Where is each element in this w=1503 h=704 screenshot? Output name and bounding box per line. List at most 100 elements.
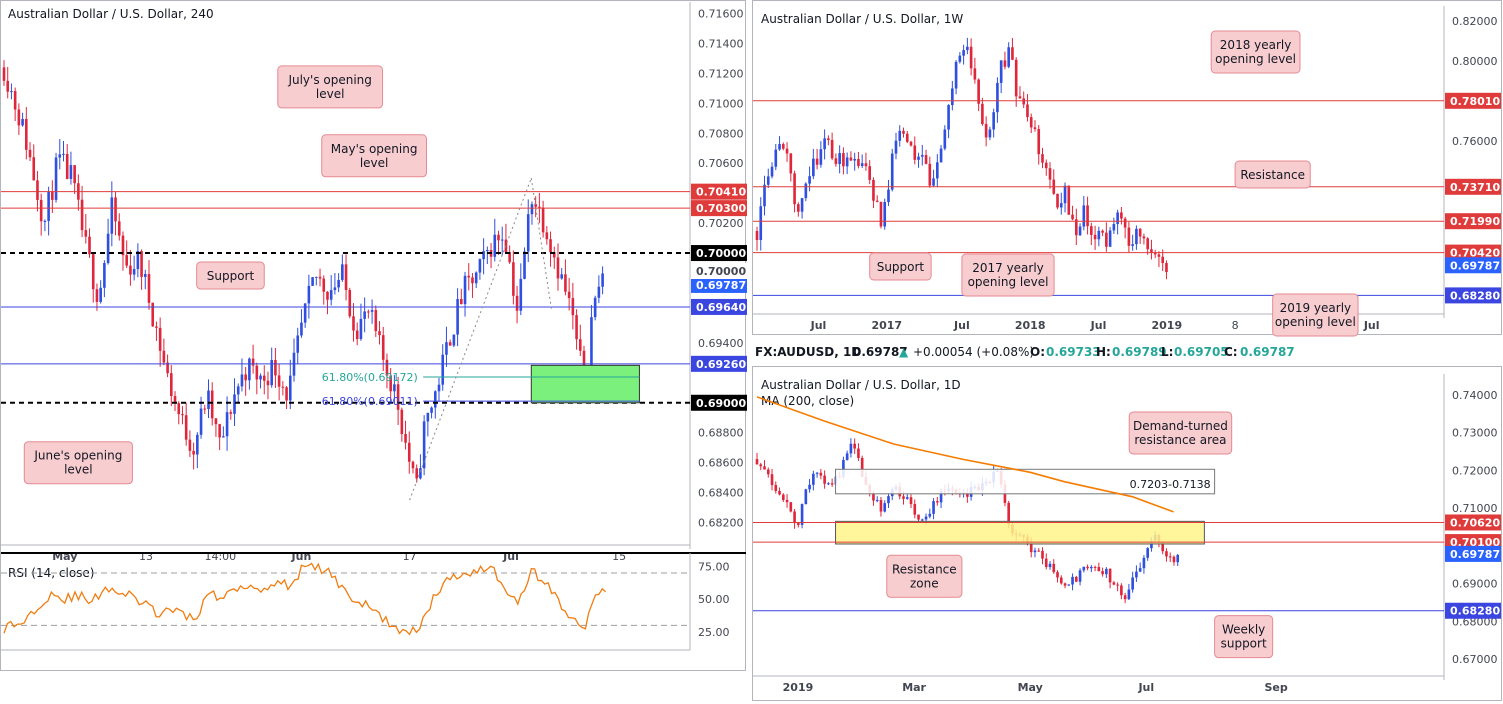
w1-level-label: 0.68280 <box>1450 289 1500 302</box>
w1-candle-body <box>1048 168 1052 180</box>
w1-title: Australian Dollar / U.S. Dollar, 1W <box>761 12 963 26</box>
d1-candle-body <box>778 490 781 495</box>
w1-level-label-bg <box>1445 178 1501 195</box>
d1-candle-body <box>1138 568 1142 572</box>
h4-candle-body <box>393 384 396 392</box>
h4-price-tick: 0.71200 <box>698 67 744 80</box>
h4-candle-body <box>567 291 571 299</box>
quote-arrow: ▲ <box>899 345 909 359</box>
d1-level-label-bg <box>1445 602 1501 619</box>
h4-candle-body <box>25 118 28 150</box>
h4-candle-body <box>54 157 58 200</box>
w1-candle-body <box>1037 129 1041 155</box>
d1-callout-box <box>1128 411 1233 455</box>
w1-time-tick: Jul <box>810 319 827 332</box>
h4-candle-body <box>385 359 389 376</box>
h4-price-tick: 0.69400 <box>698 337 744 350</box>
d1-callout-text: support <box>1221 637 1267 651</box>
h4-candle-body <box>452 334 456 346</box>
h4-candle-body <box>341 264 344 280</box>
d1-candle-body <box>800 504 804 525</box>
h4-candle-body <box>478 259 482 273</box>
d1-candle-body <box>860 457 864 478</box>
h4-candle-body <box>448 342 452 346</box>
h4-candle-body <box>21 118 24 126</box>
w1-callout-box <box>1272 293 1359 337</box>
h4-level-label-bg <box>691 394 747 411</box>
w1-callout-text: opening level <box>1215 52 1296 66</box>
w1-candle-body <box>868 166 872 180</box>
w1-candle-body <box>789 153 793 174</box>
d1-candle-body <box>1101 571 1104 575</box>
d1-candle-body <box>849 443 853 454</box>
w1-candle-body <box>1116 212 1119 225</box>
h4-candle-body <box>578 339 582 351</box>
d1-price-tick: 0.74000 <box>1452 389 1498 402</box>
d1-candle-body <box>1029 543 1033 553</box>
d1-callout-text: Resistance <box>892 562 957 576</box>
h4-chart: 0.71600 0.71400 0.71200 0.71000 0.70800 0.706… <box>1 2 747 563</box>
h4-candle-body <box>389 375 392 392</box>
w1-candle-body <box>924 155 928 164</box>
d1-candle-body <box>1135 571 1138 578</box>
quote-l-label: L: <box>1161 345 1173 359</box>
w1-candle-body <box>902 130 905 134</box>
h4-candle-body <box>214 418 218 425</box>
h4-candle-body <box>65 153 69 179</box>
h4-candle-body <box>259 375 262 380</box>
d1-candle-body <box>1105 568 1108 575</box>
h4-candle-body <box>196 434 199 455</box>
d1-candle-body <box>1131 577 1134 590</box>
h4-candle-body <box>233 394 236 414</box>
h4-candle-body <box>419 468 422 479</box>
h4-candle-body <box>552 252 556 258</box>
w1-candle-body <box>887 189 890 203</box>
h4-candle-body <box>39 199 43 222</box>
w1-time-tick: 2017 <box>871 319 902 332</box>
w1-candle-body <box>1078 226 1082 236</box>
w1-time-tick: Jul <box>953 319 970 332</box>
quote-last: 0.69787 <box>853 345 908 359</box>
h4-candle-body <box>519 278 523 311</box>
rsi-tick: 50.00 <box>698 593 730 606</box>
h4-candle-body <box>430 407 433 413</box>
d1-candle-body <box>1168 556 1172 558</box>
w1-level-label-bg <box>1445 92 1501 109</box>
w1-callout-text: opening level <box>1275 315 1356 329</box>
h4-candle-body <box>188 439 192 451</box>
w1-candle-body <box>1018 96 1022 99</box>
w1-candle-body <box>1105 232 1108 247</box>
h4-candle-body <box>222 436 225 438</box>
h4-candle-body <box>348 289 352 317</box>
w1-candle-body <box>883 202 887 227</box>
h4-candle-body <box>556 257 560 279</box>
h4-candle-body <box>333 287 337 291</box>
w1-candle-body <box>1108 230 1112 247</box>
h4-candle-body <box>359 318 363 340</box>
h4-price-tick: 0.68600 <box>698 457 744 470</box>
h4-candle-body <box>407 442 411 462</box>
h4-candle-body <box>307 285 311 304</box>
d1-candle-body <box>823 475 826 484</box>
h4-candle-body <box>560 274 564 279</box>
h4-candle-body <box>266 380 270 386</box>
h4-candle-body <box>311 277 314 286</box>
d1-candle-body <box>785 499 789 503</box>
w1-candle-body <box>872 179 875 201</box>
d1-candle-body <box>789 502 793 512</box>
w1-level-label-bg <box>1445 244 1501 261</box>
d1-candle-body <box>902 496 905 499</box>
d1-candle-body <box>913 504 917 515</box>
d1-time-tick: May <box>1018 681 1043 694</box>
w1-time-tick: 2018 <box>1015 319 1046 332</box>
w1-candle-body <box>1127 227 1131 246</box>
h4-candle-body <box>355 330 359 340</box>
d1-callout-text: resistance area <box>1134 433 1226 447</box>
h4-candle-body <box>210 390 214 419</box>
h4-candle-body <box>17 109 21 126</box>
d1-candle-body <box>1093 566 1097 568</box>
w1-candle-body <box>1003 60 1007 67</box>
d1-candle-body <box>770 474 774 486</box>
